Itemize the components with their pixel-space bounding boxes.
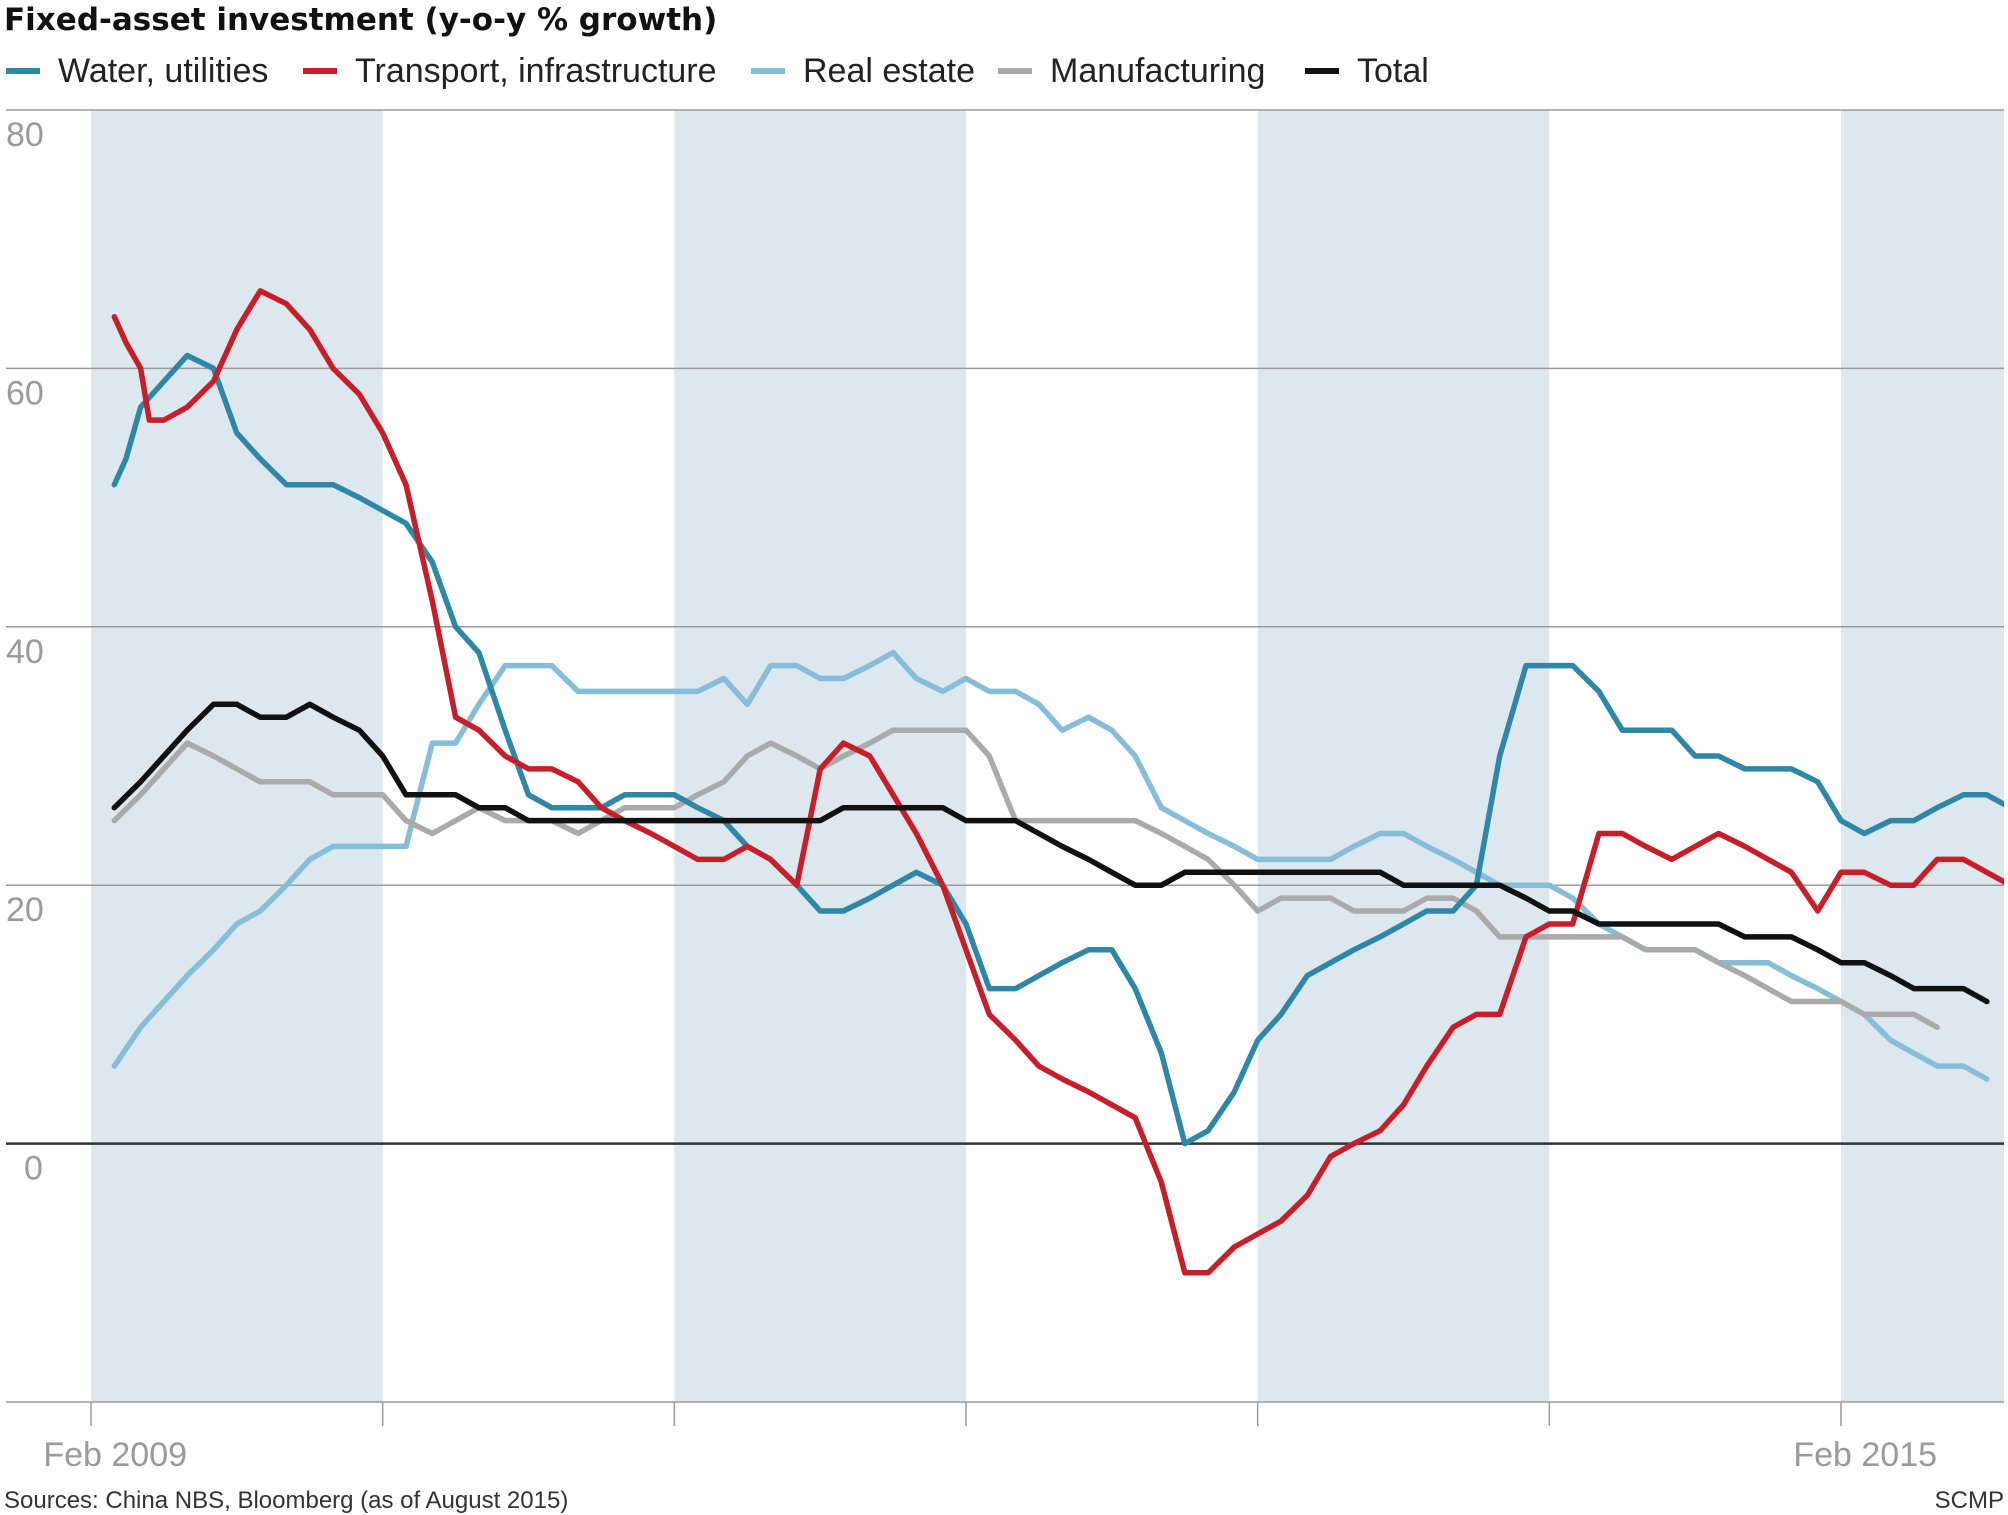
series-line-real-estate	[111, 649, 1990, 1082]
series-lines	[111, 288, 2004, 1276]
series-line-total	[111, 701, 1990, 1005]
y-tick-label-60: 60	[6, 374, 44, 412]
shaded-band-2015	[1841, 110, 2004, 1402]
y-tick-label-20: 20	[6, 891, 44, 929]
y-tick-label-0: 0	[24, 1150, 43, 1188]
series-line-manufacturing	[111, 727, 1940, 1031]
legend-label-transport-infrastructure: Transport, infrastructure	[355, 52, 717, 90]
legend-label-total: Total	[1357, 52, 1429, 90]
series-line-water-utilities	[111, 352, 2004, 1147]
x-tick-label-1: Feb 2015	[1793, 1436, 1937, 1474]
legend-label-manufacturing: Manufacturing	[1050, 52, 1265, 90]
legend-label-water-utilities: Water, utilities	[58, 52, 268, 90]
y-axis-tick-labels: 0 20 40 60 80	[6, 116, 44, 1188]
shaded-band-2009	[91, 110, 383, 1402]
shaded-band-2013	[1257, 110, 1550, 1402]
chart-title: Fixed-asset investment (y-o-y % growth)	[4, 2, 717, 38]
y-tick-label-80: 80	[6, 116, 44, 154]
x-axis: Feb 2009 Feb 2015	[43, 1402, 1937, 1474]
series-line-transport-infrastructure	[111, 288, 2004, 1276]
legend-label-real-estate: Real estate	[803, 52, 975, 90]
shaded-band-2011	[674, 110, 966, 1402]
source-note: Sources: China NBS, Bloomberg (as of Aug…	[4, 1487, 568, 1514]
chart-legend: Water, utilities Transport, infrastructur…	[6, 52, 1429, 90]
y-tick-label-40: 40	[6, 633, 44, 671]
x-tick-label-0: Feb 2009	[43, 1436, 187, 1474]
gridlines	[6, 109, 2004, 1403]
credit-label: SCMP	[1935, 1487, 2004, 1514]
